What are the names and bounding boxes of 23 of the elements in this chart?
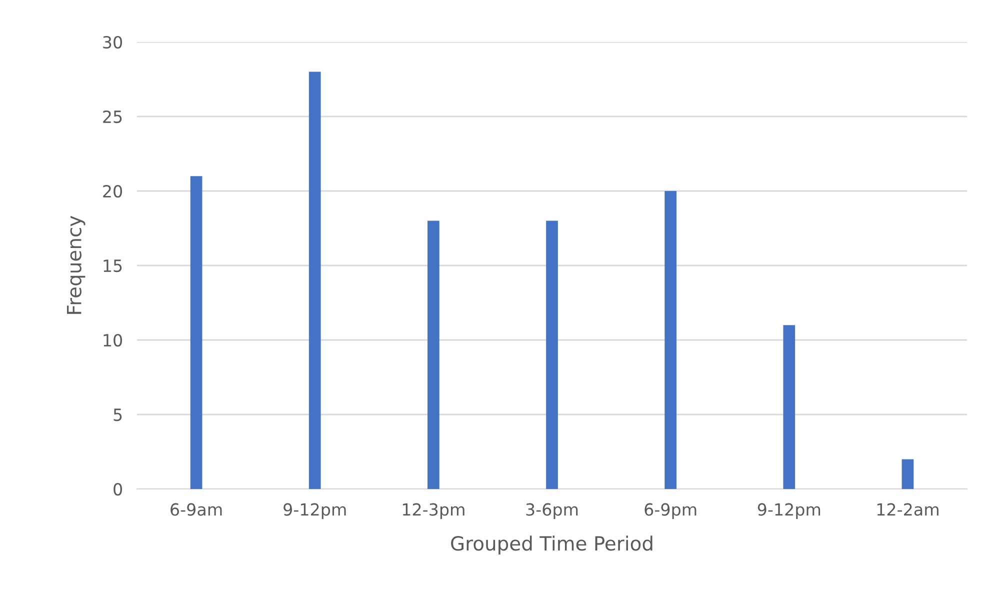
bar: [308, 72, 321, 489]
x-tick-label: 9-12pm: [284, 503, 346, 520]
bar: [546, 220, 558, 489]
y-axis-title: Frequency: [67, 216, 86, 314]
x-tick-label: 12-3pm: [402, 503, 464, 520]
y-tick-label: 25: [103, 110, 122, 124]
y-tick-label: 15: [104, 260, 122, 272]
bar: [190, 176, 202, 489]
x-tick-label: 6-9am: [170, 503, 222, 516]
x-axis-title: Grouped Time Period: [451, 536, 652, 555]
x-tick-label: 12-2am: [877, 503, 938, 516]
x-tick-label: 3-6pm: [526, 503, 578, 520]
bar: [902, 459, 914, 489]
y-tick-label: 0: [114, 482, 122, 496]
y-tick-label: 10: [104, 334, 122, 347]
bar: [428, 220, 440, 489]
y-tick-label: 20: [103, 184, 122, 198]
x-tick-label: 6-9pm: [644, 503, 696, 520]
bar: [783, 325, 796, 489]
y-tick-label: 5: [114, 408, 122, 422]
bar: [664, 191, 676, 489]
x-tick-label: 9-12pm: [758, 503, 820, 520]
y-tick-label: 30: [103, 36, 122, 49]
